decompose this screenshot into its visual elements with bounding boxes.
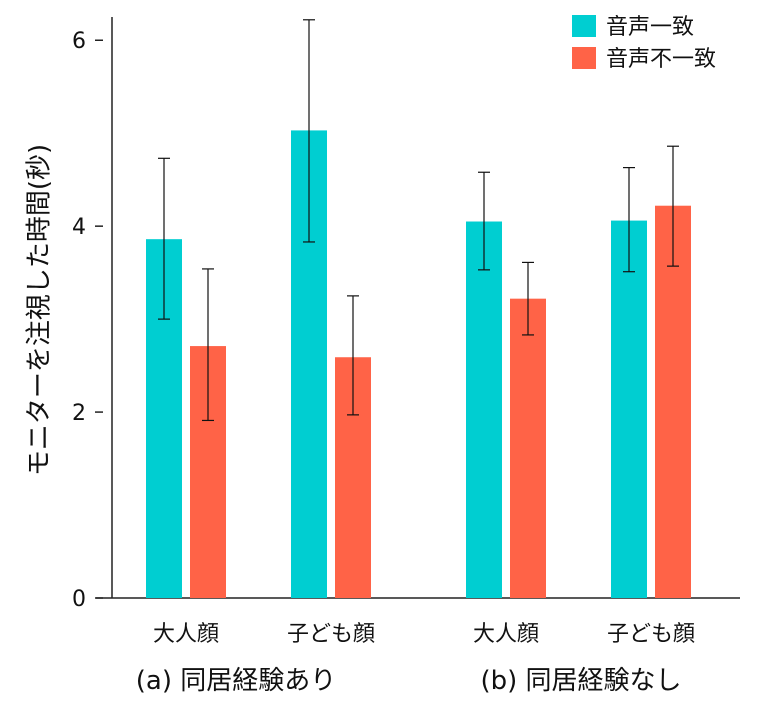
y-tick-label: 6 bbox=[72, 29, 86, 54]
error-bar-match-3 bbox=[623, 166, 635, 273]
x-group-label: (b) 同居経験なし bbox=[480, 666, 681, 696]
y-tick-label: 4 bbox=[72, 215, 86, 240]
legend-swatch bbox=[572, 47, 596, 69]
y-tick-label: 0 bbox=[72, 587, 86, 612]
y-axis-title: モニターを注視した時間(秒) bbox=[25, 144, 55, 476]
error-bar-mismatch-3 bbox=[667, 145, 679, 267]
error-bar-match-1 bbox=[303, 19, 315, 243]
error-bar-mismatch-1 bbox=[347, 295, 359, 416]
x-group-label: (a) 同居経験あり bbox=[136, 666, 337, 696]
x-category-label: 大人顔 bbox=[473, 622, 539, 647]
x-category-label: 子ども顔 bbox=[287, 622, 375, 647]
x-category-label: 子ども顔 bbox=[607, 622, 695, 647]
legend-label: 音声不一致 bbox=[606, 47, 716, 72]
bars bbox=[146, 130, 691, 599]
y-tick-label: 2 bbox=[72, 401, 86, 426]
x-category-label: 大人顔 bbox=[153, 622, 219, 647]
bar-mismatch-2 bbox=[510, 298, 546, 598]
legend-swatch bbox=[572, 15, 596, 37]
error-bar-match-0 bbox=[158, 157, 170, 320]
error-bar-mismatch-2 bbox=[522, 261, 534, 336]
bar-match-3 bbox=[611, 220, 647, 598]
bar-match-2 bbox=[466, 221, 502, 598]
legend-label: 音声一致 bbox=[606, 15, 694, 40]
error-bar-mismatch-0 bbox=[202, 268, 214, 422]
error-bar-match-2 bbox=[478, 171, 490, 271]
error-bars bbox=[158, 19, 679, 422]
axis-labels: 0 2 4 6 モニターを注視した時間(秒) 大人顔 子ども顔 大人顔 子ども顔 (a) 同居経験… bbox=[25, 29, 696, 696]
bar-mismatch-3 bbox=[655, 205, 691, 598]
